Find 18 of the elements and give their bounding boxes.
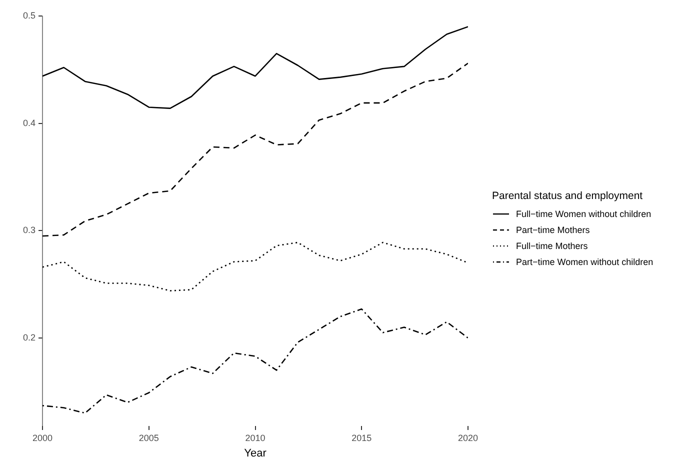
- line-series: [42, 308, 468, 414]
- legend-label: Full−time Women without children: [516, 209, 652, 219]
- x-tick-label: 2015: [352, 432, 372, 443]
- x-tick-label: 2010: [245, 432, 266, 443]
- x-tick-label: 2000: [32, 432, 53, 443]
- x-tick-label: 2020: [458, 432, 478, 443]
- legend-label: Part−time Mothers: [516, 225, 590, 235]
- x-axis-title: Year: [244, 447, 267, 460]
- legend-label: Part−time Women without children: [516, 257, 654, 267]
- line-series: [42, 62, 468, 237]
- y-tick-label: 0.3: [22, 225, 36, 236]
- legend-label: Full−time Mothers: [516, 241, 588, 251]
- y-tick-label: 0.4: [22, 118, 36, 128]
- y-tick-label: 0.2: [22, 332, 36, 342]
- legend-title: Parental status and employment: [492, 190, 644, 202]
- y-tick-label: 0.5: [22, 10, 36, 20]
- line-series: [42, 242, 468, 292]
- x-tick-label: 2005: [138, 432, 159, 443]
